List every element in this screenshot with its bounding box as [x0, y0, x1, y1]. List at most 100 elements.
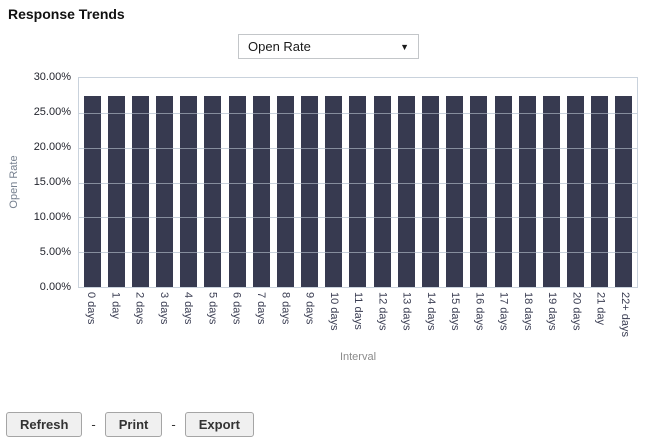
- bar[interactable]: [373, 96, 391, 287]
- button-separator: -: [171, 417, 176, 432]
- print-button[interactable]: Print: [104, 412, 163, 437]
- metric-dropdown[interactable]: Open Rate ▼: [238, 34, 419, 59]
- bar[interactable]: [494, 96, 512, 287]
- metric-dropdown-value: Open Rate: [248, 39, 311, 54]
- x-tick-slot: 22+ days: [613, 292, 637, 337]
- x-tick-slot: 17 days: [492, 292, 516, 337]
- x-tick-slot: 9 days: [297, 292, 321, 337]
- bar-slot: [346, 78, 370, 287]
- y-tick-label: 30.00%: [33, 71, 71, 83]
- button-separator: -: [91, 417, 96, 432]
- x-tick-label: 22+ days: [618, 292, 631, 337]
- bar-slot: [515, 78, 539, 287]
- page-title: Response Trends: [8, 6, 125, 22]
- bar-slot: [128, 78, 152, 287]
- x-tick-slot: 13 days: [394, 292, 418, 337]
- refresh-button[interactable]: Refresh: [6, 412, 83, 437]
- bar[interactable]: [180, 96, 198, 287]
- bar-slot: [443, 78, 467, 287]
- x-tick-label: 18 days: [521, 292, 534, 331]
- x-tick-slot: 2 days: [128, 292, 152, 337]
- x-tick-label: 10 days: [327, 292, 340, 331]
- gridline: [79, 252, 637, 254]
- bar[interactable]: [276, 96, 294, 287]
- bar[interactable]: [228, 96, 246, 287]
- bar[interactable]: [204, 96, 222, 287]
- bar[interactable]: [156, 96, 174, 287]
- bar-slot: [370, 78, 394, 287]
- bar-series: [79, 78, 637, 287]
- x-tick-slot: 5 days: [200, 292, 224, 337]
- bar[interactable]: [615, 96, 633, 287]
- x-tick-label: 4 days: [182, 292, 195, 325]
- x-tick-slot: 1 day: [103, 292, 127, 337]
- bar-slot: [467, 78, 491, 287]
- x-tick-slot: 6 days: [225, 292, 249, 337]
- bar-slot: [201, 78, 225, 287]
- bar[interactable]: [446, 96, 464, 287]
- bar[interactable]: [470, 96, 488, 287]
- footer-actions: Refresh - Print - Export: [6, 412, 254, 437]
- bar[interactable]: [301, 96, 319, 287]
- x-tick-slot: 21 day: [589, 292, 613, 337]
- x-tick-label: 11 days: [352, 292, 365, 330]
- bar[interactable]: [421, 96, 439, 287]
- x-tick-label: 9 days: [303, 292, 316, 325]
- x-tick-slot: 19 days: [540, 292, 564, 337]
- x-tick-label: 19 days: [546, 292, 559, 331]
- bar-slot: [612, 78, 636, 287]
- x-tick-slot: 8 days: [273, 292, 297, 337]
- x-tick-label: 13 days: [400, 292, 413, 331]
- bar[interactable]: [83, 96, 101, 287]
- bar-slot: [298, 78, 322, 287]
- bar[interactable]: [542, 96, 560, 287]
- bar[interactable]: [397, 96, 415, 287]
- bar[interactable]: [567, 96, 585, 287]
- bar[interactable]: [325, 96, 343, 287]
- x-tick-slot: 0 days: [79, 292, 103, 337]
- bar-slot: [225, 78, 249, 287]
- x-tick-slot: 20 days: [564, 292, 588, 337]
- x-tick-label: 1 day: [109, 292, 122, 319]
- bar-slot: [322, 78, 346, 287]
- x-tick-label: 0 days: [85, 292, 98, 325]
- bar[interactable]: [349, 96, 367, 287]
- x-tick-slot: 15 days: [443, 292, 467, 337]
- y-tick-label: 15.00%: [33, 176, 71, 188]
- bar[interactable]: [518, 96, 536, 287]
- bar-slot: [588, 78, 612, 287]
- x-tick-label: 7 days: [254, 292, 267, 325]
- x-tick-label: 6 days: [230, 292, 243, 325]
- x-tick-slot: 18 days: [516, 292, 540, 337]
- bar-slot: [153, 78, 177, 287]
- y-tick-label: 0.00%: [39, 281, 71, 293]
- bar[interactable]: [591, 96, 609, 287]
- x-tick-slot: 11 days: [346, 292, 370, 337]
- export-button[interactable]: Export: [184, 412, 254, 437]
- x-tick-slot: 4 days: [176, 292, 200, 337]
- bar-slot: [563, 78, 587, 287]
- bar-slot: [104, 78, 128, 287]
- x-tick-label: 21 day: [594, 292, 607, 326]
- x-axis-ticks: 0 days 1 day 2 days 3 days 4 days 5 days 6 day…: [78, 292, 638, 337]
- gridline: [79, 182, 637, 184]
- plot-area: [78, 77, 638, 288]
- x-tick-slot: 16 days: [467, 292, 491, 337]
- bar-slot: [177, 78, 201, 287]
- y-tick-label: 10.00%: [33, 211, 71, 223]
- x-tick-label: 5 days: [206, 292, 219, 325]
- gridline: [79, 147, 637, 149]
- gridline: [79, 217, 637, 219]
- x-tick-label: 15 days: [449, 292, 462, 331]
- x-tick-slot: 3 days: [152, 292, 176, 337]
- bar[interactable]: [107, 96, 125, 287]
- x-tick-label: 2 days: [133, 292, 146, 325]
- x-tick-slot: 7 days: [249, 292, 273, 337]
- bar[interactable]: [131, 96, 149, 287]
- bar-slot: [394, 78, 418, 287]
- x-tick-label: 8 days: [279, 292, 292, 325]
- bar[interactable]: [252, 96, 270, 287]
- x-tick-slot: 12 days: [370, 292, 394, 337]
- gridline: [79, 112, 637, 114]
